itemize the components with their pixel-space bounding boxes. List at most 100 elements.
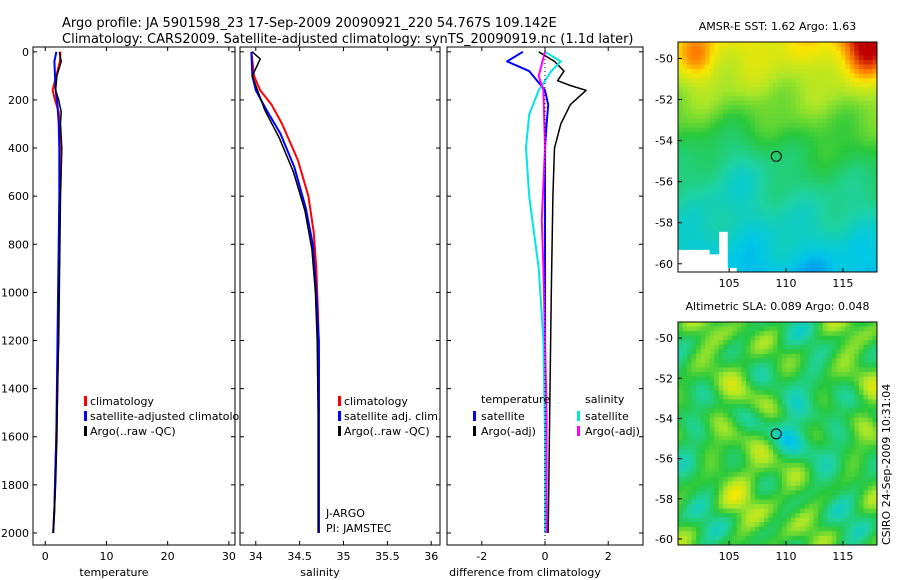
- difference-xtick-label: 2: [605, 550, 612, 563]
- sst-map-cell: [804, 267, 810, 273]
- sst-map-cell: [836, 154, 842, 160]
- sst-map-cell: [705, 123, 711, 129]
- sst-map-cell: [782, 204, 787, 210]
- sla-map-cell: [867, 331, 873, 337]
- sla-map-cell: [682, 362, 688, 368]
- sst-map-cell: [682, 136, 688, 142]
- sst-map-cell: [750, 64, 756, 70]
- sst-map-cell: [822, 258, 828, 264]
- sst-map-cell: [700, 235, 706, 241]
- sla-map-cell: [858, 499, 864, 505]
- sla-map-cell: [678, 331, 683, 337]
- sst-map-cell: [772, 64, 778, 70]
- sst-map-cell: [750, 78, 756, 83]
- sla-map-cell: [822, 494, 828, 500]
- sla-map-cell: [696, 326, 702, 332]
- sst-map-cell: [705, 217, 711, 223]
- sla-map-cell: [804, 408, 810, 414]
- sla-map-cell: [696, 394, 702, 400]
- sla-map-cell: [858, 431, 864, 437]
- sla-map-cell: [831, 444, 837, 450]
- sst-map-cell: [718, 186, 724, 192]
- sla-map-cell: [705, 485, 711, 491]
- sla-map-cell: [687, 385, 692, 391]
- sst-map-cell: [750, 231, 756, 237]
- sst-map-cell: [813, 258, 819, 264]
- sla-map-cell: [682, 472, 688, 478]
- sla-map-cell: [678, 517, 683, 523]
- sla-map-cell: [772, 481, 778, 487]
- sst-map-cell: [867, 78, 873, 83]
- sst-map-cell: [777, 42, 783, 47]
- sst-map-cell: [705, 136, 711, 142]
- sst-map-cell: [723, 199, 729, 205]
- sla-map-cell: [772, 444, 778, 450]
- sst-map-cell: [800, 141, 806, 147]
- sla-map-cell: [863, 417, 869, 423]
- sla-map-cell: [809, 440, 815, 446]
- sst-map-cell: [804, 244, 810, 250]
- sla-map-cell: [854, 453, 860, 459]
- sla-map-cell: [732, 367, 738, 373]
- sla-map-cell: [723, 449, 729, 455]
- sla-map-cell: [836, 417, 842, 423]
- sla-map-cell: [696, 508, 702, 514]
- sst-map-cell: [854, 244, 860, 250]
- sst-map-cell: [867, 231, 873, 237]
- sst-map-cell: [863, 136, 869, 142]
- sla-map-cell: [827, 540, 833, 546]
- sla-map-cell: [678, 417, 683, 423]
- sla-map-cell: [714, 476, 720, 482]
- sla-map-cell: [791, 444, 796, 450]
- sla-map-cell: [736, 531, 742, 537]
- sst-map-cell: [804, 82, 810, 88]
- sla-map-cell: [840, 504, 846, 509]
- sst-map-cell: [714, 100, 720, 106]
- sst-map-cell: [750, 204, 756, 210]
- sla-map-cell: [741, 353, 747, 359]
- sst-map-cell: [705, 127, 711, 133]
- sst-map-cell: [845, 226, 851, 232]
- sla-map-cell: [727, 362, 733, 368]
- sst-map-cell: [727, 141, 733, 147]
- sla-map-cell: [750, 385, 756, 391]
- sst-map-cell: [682, 141, 688, 147]
- sst-map-cell: [813, 100, 819, 106]
- sst-map-cell: [723, 114, 729, 120]
- sst-map-cell: [768, 249, 774, 255]
- sst-map-cell: [804, 69, 810, 74]
- sst-map-cell: [682, 159, 688, 165]
- sla-map-cell: [845, 540, 851, 546]
- sst-map-cell: [687, 244, 692, 250]
- sst-map-cell: [745, 226, 751, 232]
- sst-map-cell: [745, 136, 751, 142]
- sla-map-cell: [754, 399, 760, 405]
- sst-map-cell: [786, 73, 792, 79]
- sst-map-cell: [872, 213, 878, 219]
- sla-map-cell: [750, 362, 756, 368]
- sla-map-cell: [800, 526, 806, 532]
- sla-map-cell: [736, 326, 742, 332]
- sst-map-cell: [687, 51, 692, 56]
- sst-map-cell: [849, 46, 855, 52]
- sst-map-cell: [678, 199, 683, 205]
- sst-map-cell: [745, 78, 751, 83]
- sla-map-cell: [700, 458, 706, 464]
- sla-map-cell: [786, 372, 792, 378]
- sla-map-cell: [682, 399, 688, 405]
- sst-map-cell: [840, 249, 846, 255]
- sst-map-cell: [696, 136, 702, 142]
- sst-map-cell: [754, 163, 760, 169]
- sst-map-cell: [804, 217, 810, 223]
- sst-map-cell: [777, 105, 783, 111]
- sla-map-cell: [840, 426, 846, 432]
- sla-map-cell: [745, 522, 751, 528]
- sst-map-cell: [772, 78, 778, 83]
- sst-map-cell: [863, 55, 869, 61]
- sst-map-cell: [687, 91, 692, 97]
- sst-map-cell: [745, 51, 751, 56]
- sla-map-cell: [791, 431, 796, 437]
- sst-map-cell: [804, 87, 810, 93]
- sst-map-cell: [759, 132, 765, 138]
